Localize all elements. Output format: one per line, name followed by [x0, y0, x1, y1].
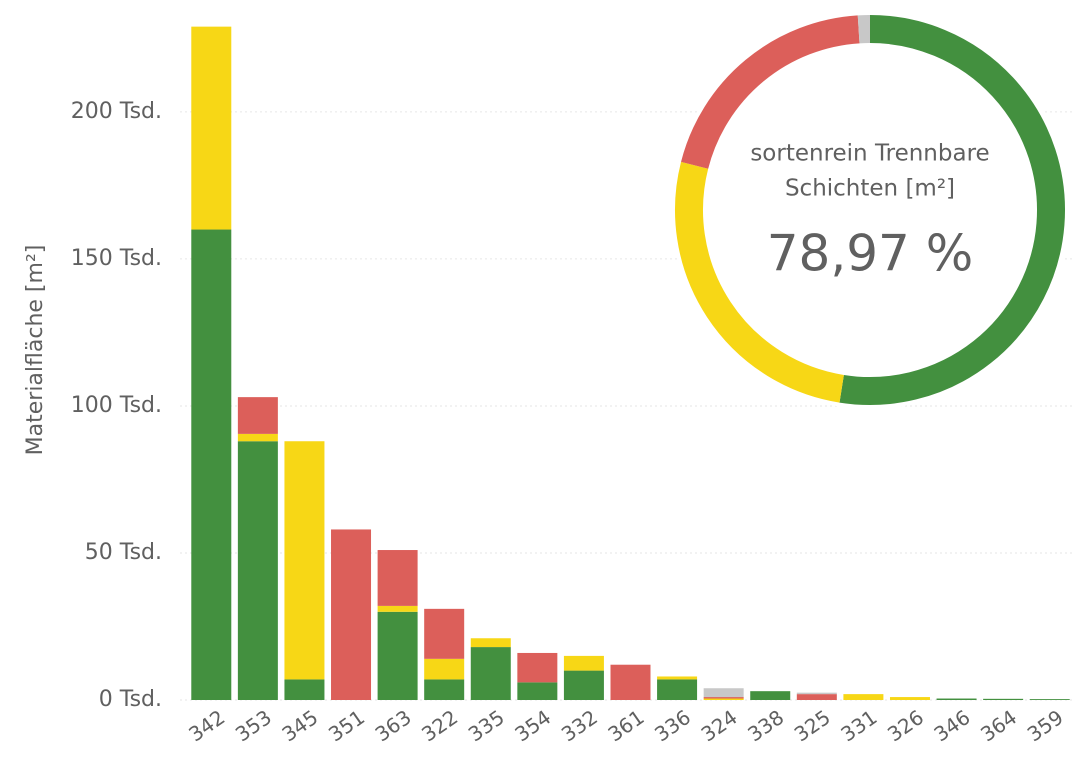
donut-title: sortenrein Trennbare: [750, 141, 989, 167]
y-axis-label: Materialfläche [m²]: [23, 245, 48, 456]
bar-segment: [703, 688, 744, 698]
bar-segment: [191, 229, 232, 700]
bar-segment: [517, 652, 558, 683]
bar-segment: [470, 647, 511, 700]
donut-segment: [675, 161, 845, 403]
bar-segment: [284, 441, 325, 680]
bar-segment: [703, 698, 744, 700]
bar-segment: [517, 682, 558, 700]
donut-title: Schichten [m²]: [785, 176, 955, 202]
donut-segment: [839, 15, 1065, 405]
x-tick-label: 346: [930, 705, 975, 747]
bar-segment: [191, 26, 232, 230]
y-tick-label: 150 Tsd.: [71, 246, 162, 271]
x-tick-label: 353: [231, 705, 276, 747]
bar-segment: [377, 550, 418, 606]
x-tick-label: 354: [510, 705, 555, 747]
bar-segment: [237, 397, 278, 434]
x-tick-label: 335: [464, 705, 509, 747]
x-tick-label: 336: [650, 705, 695, 747]
bar-segment: [796, 694, 837, 700]
bar-segment: [703, 697, 744, 699]
x-tick-label: 342: [184, 705, 229, 747]
x-tick-label: 322: [417, 705, 462, 747]
x-tick-label: 332: [557, 705, 602, 747]
x-tick-label: 361: [603, 705, 648, 747]
bar-segment: [563, 670, 604, 700]
bar-segment: [563, 655, 604, 671]
x-tick-label: 338: [743, 705, 788, 747]
x-tick-label: 325: [790, 705, 835, 747]
x-tick-label: 359: [1023, 705, 1068, 747]
bar-segment: [657, 679, 698, 700]
bar-segment: [983, 698, 1024, 700]
x-tick-label: 324: [697, 705, 742, 747]
bar-segment: [1029, 699, 1070, 700]
bar-segment: [377, 611, 418, 700]
y-tick-label: 50 Tsd.: [85, 540, 162, 565]
bar-segment: [237, 433, 278, 442]
x-tick-label: 364: [976, 705, 1021, 747]
y-tick-label: 0 Tsd.: [99, 687, 162, 712]
bar-segment: [424, 608, 465, 659]
y-tick-label: 200 Tsd.: [71, 99, 162, 124]
bar-segment: [424, 658, 465, 680]
bar-segment: [750, 691, 791, 700]
bar-segment: [237, 441, 278, 700]
bar-segment: [796, 692, 837, 695]
bar-segment: [284, 679, 325, 700]
donut-background: [671, 11, 1069, 409]
bar-segment: [331, 529, 372, 700]
bar-segment: [889, 697, 930, 700]
y-tick-label: 100 Tsd.: [71, 393, 162, 418]
x-tick-label: 326: [883, 705, 928, 747]
bar-segment: [610, 664, 651, 700]
bar-segment: [843, 694, 884, 700]
bar-segment: [936, 698, 977, 700]
bar-segment: [377, 605, 418, 612]
x-tick-label: 363: [371, 705, 416, 747]
bar-segment: [470, 638, 511, 648]
x-tick-label: 345: [277, 705, 322, 747]
x-tick-label: 331: [836, 705, 881, 747]
donut-center-value: 78,97 %: [767, 225, 974, 283]
x-tick-label: 351: [324, 705, 369, 747]
bar-segment: [657, 676, 698, 680]
donut-segment: [681, 15, 860, 169]
bar-segment: [424, 679, 465, 700]
